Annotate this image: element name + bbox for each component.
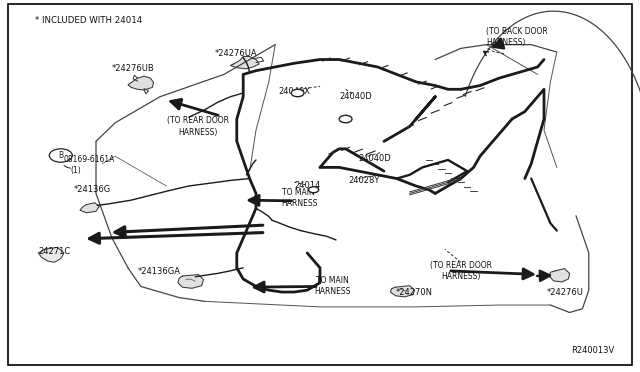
Polygon shape — [230, 57, 259, 69]
Text: TO MAIN
HARNESS: TO MAIN HARNESS — [315, 276, 351, 296]
Text: 24040D: 24040D — [339, 92, 372, 101]
Text: 08169-6161A: 08169-6161A — [64, 155, 115, 164]
Polygon shape — [390, 286, 415, 297]
Text: (TO REAR DOOR
HARNESS): (TO REAR DOOR HARNESS) — [430, 261, 492, 281]
Text: *24136GA: *24136GA — [138, 267, 180, 276]
Text: R240013V: R240013V — [571, 346, 614, 355]
Circle shape — [291, 89, 304, 97]
Text: *24136G: *24136G — [74, 185, 111, 194]
Text: 24028Y: 24028Y — [349, 176, 380, 185]
Circle shape — [339, 115, 352, 123]
Polygon shape — [38, 247, 64, 262]
Polygon shape — [178, 275, 204, 288]
Text: * INCLUDED WITH 24014: * INCLUDED WITH 24014 — [35, 16, 143, 25]
Circle shape — [308, 187, 319, 193]
Text: B: B — [58, 151, 63, 160]
Text: *24270N: *24270N — [396, 288, 433, 296]
Text: *24276UA: *24276UA — [214, 49, 257, 58]
Text: 24014: 24014 — [294, 182, 321, 190]
Text: *24276U: *24276U — [547, 288, 584, 296]
Text: TO MAIN
HARNESS: TO MAIN HARNESS — [282, 188, 318, 208]
Text: *24276UB: *24276UB — [112, 64, 155, 73]
Text: 24040X: 24040X — [278, 87, 310, 96]
Text: 24040D: 24040D — [358, 154, 391, 163]
Text: (1): (1) — [70, 166, 81, 174]
Text: (TO REAR DOOR
HARNESS): (TO REAR DOOR HARNESS) — [168, 116, 229, 137]
Polygon shape — [128, 76, 154, 90]
Polygon shape — [549, 269, 570, 282]
Text: 24271C: 24271C — [38, 247, 70, 256]
Polygon shape — [80, 203, 99, 213]
Text: (TO BACK DOOR
HARNESS): (TO BACK DOOR HARNESS) — [486, 27, 548, 47]
